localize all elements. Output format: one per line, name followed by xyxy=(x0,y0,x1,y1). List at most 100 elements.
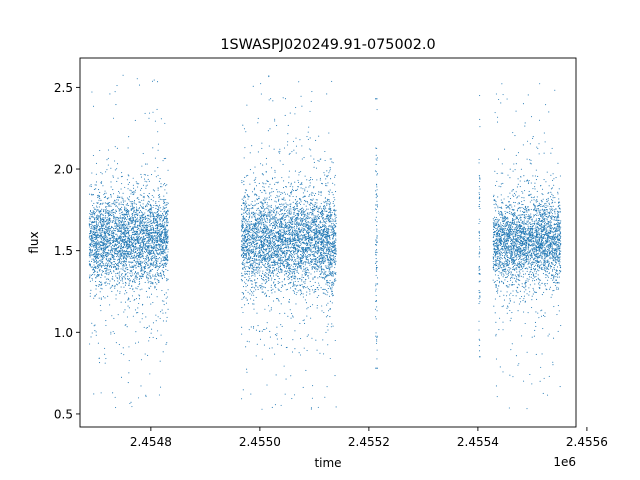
data-point xyxy=(105,215,107,217)
data-point xyxy=(328,132,330,134)
data-point xyxy=(137,247,140,249)
data-point xyxy=(134,298,136,301)
data-point xyxy=(111,235,113,237)
data-point xyxy=(277,206,280,208)
data-point xyxy=(162,256,164,258)
data-point xyxy=(162,228,164,230)
data-point xyxy=(299,219,301,221)
data-point xyxy=(149,221,151,223)
data-point xyxy=(156,224,158,226)
data-point xyxy=(320,249,323,251)
data-point xyxy=(94,213,96,215)
data-point xyxy=(155,207,157,209)
data-point xyxy=(99,220,101,222)
data-point xyxy=(155,240,157,242)
data-point xyxy=(90,214,92,216)
data-point xyxy=(157,266,159,268)
data-point xyxy=(89,280,91,282)
data-point xyxy=(130,251,132,254)
data-point xyxy=(105,229,107,231)
data-point xyxy=(165,231,167,233)
data-point xyxy=(302,386,304,389)
data-point xyxy=(98,232,100,234)
data-point xyxy=(115,248,117,250)
data-point xyxy=(245,215,247,217)
data-point xyxy=(313,205,315,207)
data-point xyxy=(100,245,102,247)
data-point xyxy=(154,255,156,257)
data-point xyxy=(112,240,114,242)
data-point xyxy=(132,266,134,268)
data-point xyxy=(89,276,91,278)
data-point xyxy=(261,213,263,215)
data-point xyxy=(154,264,156,267)
data-point xyxy=(123,238,125,240)
data-point xyxy=(134,212,136,214)
data-point xyxy=(131,191,133,193)
data-point xyxy=(241,229,243,231)
data-point xyxy=(162,242,164,244)
data-point xyxy=(93,325,95,327)
data-point xyxy=(328,242,330,244)
data-point xyxy=(122,257,125,259)
data-point xyxy=(123,236,125,238)
data-point xyxy=(139,289,141,291)
data-point xyxy=(126,326,128,328)
data-point xyxy=(136,78,138,80)
data-point xyxy=(99,265,101,267)
data-point xyxy=(116,272,118,274)
data-point xyxy=(99,221,101,223)
data-point xyxy=(99,291,101,293)
data-point xyxy=(163,304,165,306)
data-point xyxy=(104,192,106,194)
data-point xyxy=(141,241,143,243)
data-point xyxy=(321,251,323,254)
data-point xyxy=(116,180,118,182)
data-point xyxy=(96,224,98,226)
data-point xyxy=(304,269,306,271)
data-point xyxy=(251,245,254,247)
data-point xyxy=(311,260,313,262)
data-point xyxy=(111,203,113,205)
data-point xyxy=(114,223,116,225)
data-point xyxy=(96,237,98,239)
data-point xyxy=(288,257,290,259)
data-point xyxy=(166,215,168,217)
data-point xyxy=(139,239,141,241)
data-point xyxy=(265,281,267,283)
data-point xyxy=(163,265,165,267)
data-point xyxy=(256,245,258,247)
data-point xyxy=(128,227,130,230)
data-point xyxy=(96,214,99,216)
data-point xyxy=(123,286,125,288)
data-point xyxy=(101,266,103,268)
data-point xyxy=(269,336,271,338)
data-point xyxy=(298,265,300,267)
data-point xyxy=(147,210,149,212)
data-point xyxy=(91,322,93,324)
data-point xyxy=(324,257,326,259)
data-point xyxy=(91,228,93,230)
data-point xyxy=(99,226,101,228)
data-point xyxy=(141,265,143,267)
data-point xyxy=(167,229,169,231)
data-point xyxy=(324,202,326,204)
data-point xyxy=(154,227,157,229)
data-point xyxy=(106,206,108,208)
data-point xyxy=(254,273,256,275)
data-point xyxy=(155,255,158,258)
data-point xyxy=(330,266,332,268)
data-point xyxy=(141,247,144,249)
data-point xyxy=(142,254,144,256)
data-point xyxy=(252,286,254,288)
data-point xyxy=(121,263,123,265)
data-point xyxy=(305,243,307,245)
data-point xyxy=(148,117,150,119)
data-point xyxy=(147,256,149,258)
data-point xyxy=(149,272,151,274)
data-point xyxy=(145,204,148,206)
data-point xyxy=(118,210,120,212)
data-point xyxy=(106,268,108,270)
data-point xyxy=(128,298,130,300)
data-point xyxy=(104,251,106,253)
